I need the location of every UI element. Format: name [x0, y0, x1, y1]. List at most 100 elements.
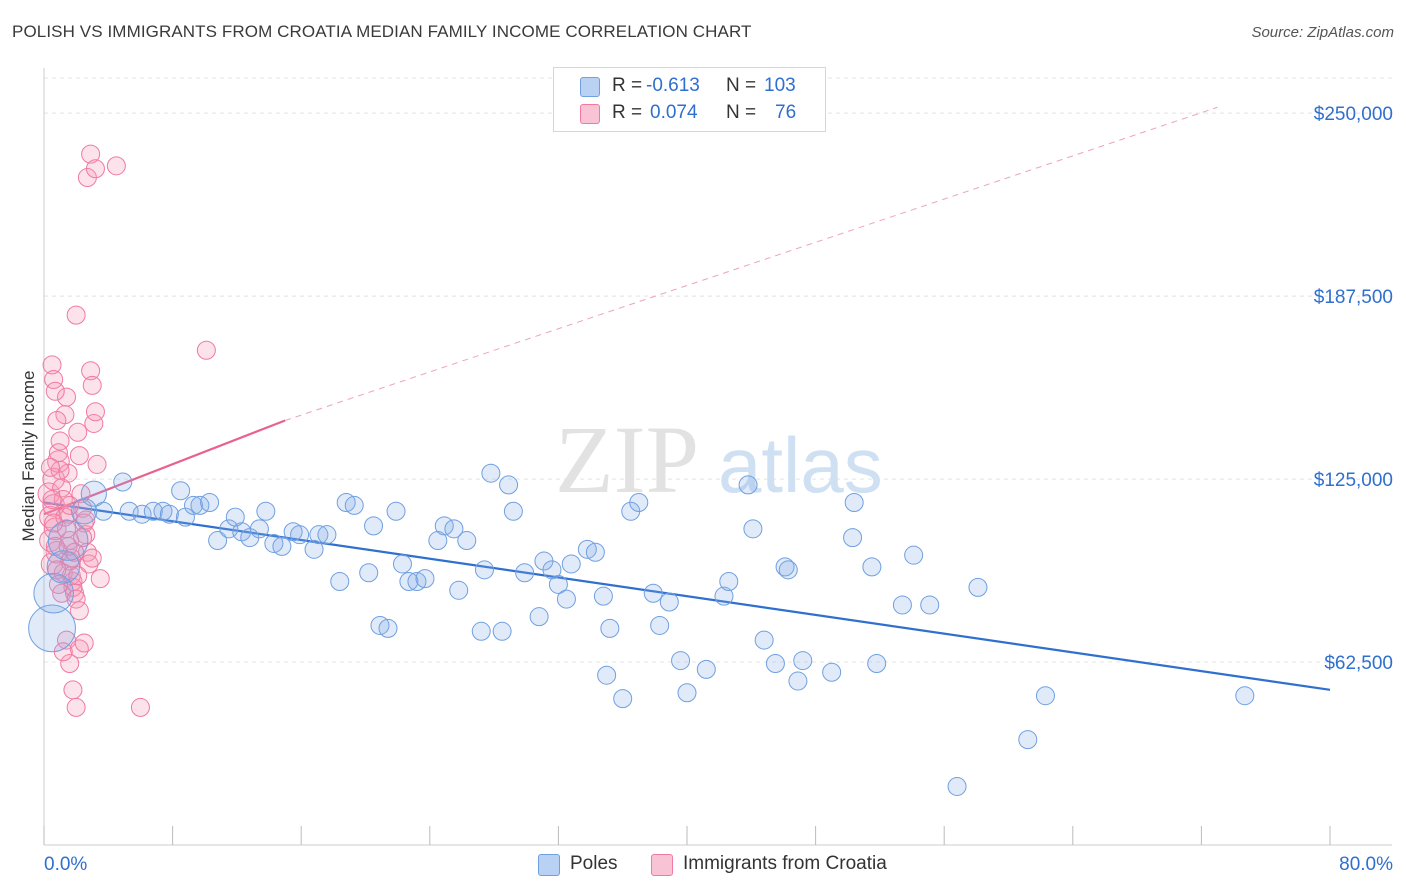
point-poles: [359, 563, 379, 583]
point-poles: [386, 501, 406, 521]
point-poles: [159, 504, 179, 524]
series-croatia-points: [37, 144, 216, 717]
point-poles: [597, 665, 617, 685]
point-poles: [399, 572, 419, 592]
point-poles: [492, 621, 512, 641]
point-poles: [788, 671, 808, 691]
point-croatia: [47, 411, 67, 431]
point-croatia: [196, 340, 216, 360]
point-poles: [719, 572, 739, 592]
legend-swatch-poles: [580, 77, 600, 97]
legend-r-value: -0.613: [646, 75, 700, 96]
point-poles: [344, 495, 364, 515]
point-poles: [1018, 730, 1038, 750]
chart-title: POLISH VS IMMIGRANTS FROM CROATIA MEDIAN…: [12, 22, 752, 41]
point-poles: [113, 472, 133, 492]
point-poles: [947, 776, 967, 796]
point-poles: [968, 577, 988, 597]
point-poles: [28, 604, 76, 653]
point-poles: [754, 630, 774, 650]
point-poles: [474, 560, 494, 580]
point-croatia: [42, 355, 62, 375]
point-poles: [415, 569, 435, 589]
point-poles: [444, 519, 464, 539]
point-croatia: [82, 375, 102, 395]
point-poles: [457, 531, 477, 551]
point-poles: [183, 495, 203, 515]
point-croatia: [90, 569, 110, 589]
point-poles: [272, 536, 292, 556]
grid-lines: [44, 77, 1392, 663]
point-poles: [1035, 686, 1055, 706]
point-poles: [775, 557, 795, 577]
point-poles: [696, 659, 716, 679]
point-croatia: [81, 144, 101, 164]
point-poles: [46, 550, 80, 584]
point-poles: [677, 683, 697, 703]
point-poles: [765, 653, 785, 673]
bottom-legend-swatch-croatia: [651, 854, 673, 876]
point-poles: [317, 525, 337, 545]
legend-r-value: 0.074: [650, 102, 698, 123]
point-poles: [738, 475, 758, 495]
bottom-legend-swatch-poles: [538, 854, 560, 876]
point-croatia: [68, 422, 88, 442]
x-tick-label: 80.0%: [1339, 854, 1393, 875]
point-poles: [471, 621, 491, 641]
point-poles: [449, 580, 469, 600]
point-poles: [548, 574, 568, 594]
point-croatia: [57, 387, 77, 407]
point-poles: [585, 542, 605, 562]
legend-box: R = -0.613 N = 103 R = 0.074 N = 76: [553, 67, 826, 132]
y-tick-label: $187,500: [1314, 287, 1393, 308]
point-poles: [208, 531, 228, 551]
point-poles: [561, 554, 581, 574]
point-poles: [613, 689, 633, 709]
point-croatia: [66, 697, 86, 717]
point-croatia: [69, 601, 89, 621]
point-poles: [643, 583, 663, 603]
legend-n-value: 103: [764, 75, 796, 96]
point-poles: [714, 586, 734, 606]
point-poles: [175, 507, 195, 527]
trend-line-croatia-extension: [284, 106, 1218, 421]
point-croatia: [69, 446, 89, 466]
point-poles: [659, 592, 679, 612]
point-poles: [132, 504, 152, 524]
point-poles: [290, 525, 310, 545]
legend-r-label: R =: [612, 102, 643, 123]
point-poles: [671, 651, 691, 671]
point-croatia: [45, 381, 65, 401]
legend-n-value: 76: [775, 102, 797, 123]
point-poles: [481, 463, 501, 483]
axes: [43, 68, 1392, 846]
point-poles: [822, 662, 842, 682]
point-poles: [904, 545, 924, 565]
point-poles: [1235, 686, 1255, 706]
point-poles: [503, 501, 523, 521]
point-croatia: [44, 513, 64, 533]
point-poles: [556, 589, 576, 609]
point-croatia: [106, 156, 126, 176]
point-poles: [330, 572, 350, 592]
point-poles: [80, 480, 107, 507]
point-poles: [778, 560, 798, 580]
legend-n-label: N =: [726, 102, 757, 123]
point-poles: [304, 539, 324, 559]
point-croatia: [130, 697, 150, 717]
point-poles: [364, 516, 384, 536]
point-poles: [867, 653, 887, 673]
point-poles: [593, 586, 613, 606]
point-croatia: [85, 402, 105, 422]
y-tick-label: $125,000: [1314, 470, 1393, 491]
point-poles: [793, 651, 813, 671]
point-poles: [862, 557, 882, 577]
point-poles: [71, 498, 98, 525]
series-poles-points: [28, 463, 1255, 796]
point-poles: [650, 615, 670, 635]
y-tick-label: $250,000: [1314, 104, 1393, 125]
point-croatia: [40, 457, 60, 477]
point-poles: [743, 519, 763, 539]
point-poles: [920, 595, 940, 615]
